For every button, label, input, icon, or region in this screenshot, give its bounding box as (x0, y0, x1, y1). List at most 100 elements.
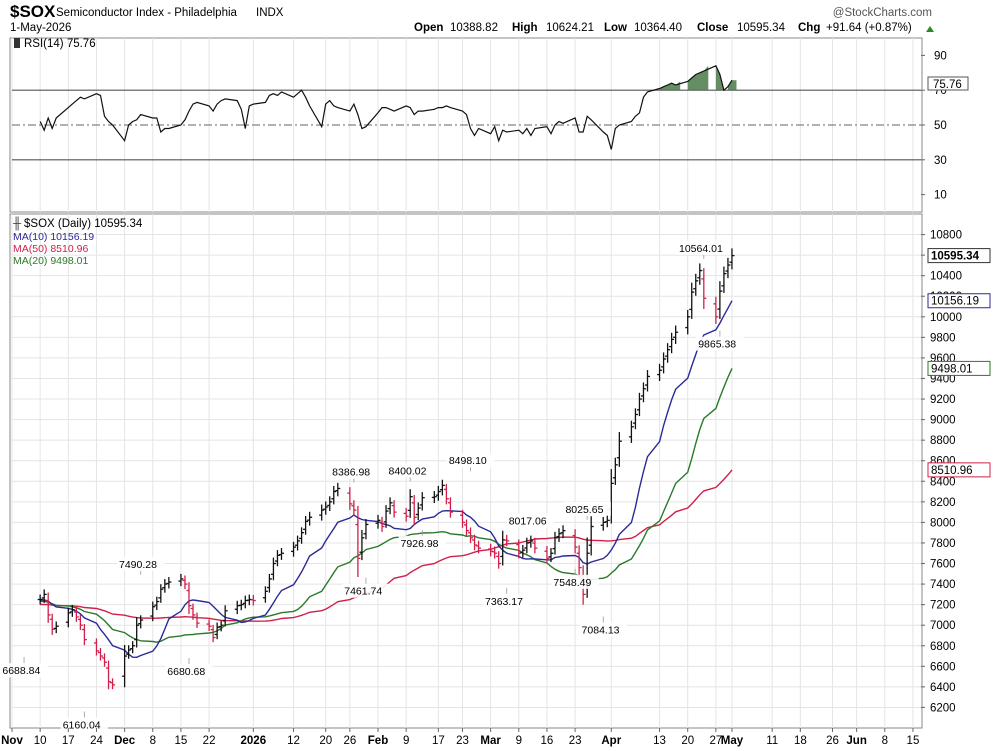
x-tick-label: 10 (34, 735, 47, 747)
ohlc-bar (37, 594, 43, 605)
ohlc-bar (689, 282, 695, 319)
ohlc-bar (661, 352, 667, 374)
x-tick-label: 16 (541, 735, 554, 747)
price-y-tick-label: 7400 (930, 579, 956, 591)
ohlc-bar (158, 584, 164, 603)
rsi-value-tag-text: 75.76 (933, 79, 962, 91)
ohlc-bar (150, 601, 156, 622)
price-value-tags: 10595.34 10156.19 8510.96 9498.01 (927, 248, 991, 478)
ohlc-bar (572, 529, 578, 554)
ohlc-bar (476, 540, 482, 554)
ma10-value-tag: 10156.19 (927, 293, 991, 309)
ohlc-bar (77, 614, 83, 630)
ohlc-bar (419, 492, 425, 511)
x-tick-label: 24 (90, 735, 103, 747)
rsi-legend: RSI(14) 75.76 (14, 38, 96, 50)
low-value: 10364.40 (634, 22, 682, 34)
svg-text:9498.01: 9498.01 (931, 363, 973, 375)
rsi-y-tick-label: 30 (934, 155, 947, 167)
chg-label: Chg (798, 22, 820, 34)
price-y-tick-label: 8000 (930, 517, 956, 529)
annotation-bg (506, 513, 555, 528)
ohlc-bar (447, 497, 453, 518)
price-panel-frame (9, 213, 923, 729)
ohlc-bar (725, 257, 731, 279)
svg-text:10595.34: 10595.34 (931, 251, 980, 263)
x-tick-label: 17 (62, 735, 75, 747)
annotation-bg (677, 240, 731, 255)
ohlc-bar (122, 644, 128, 688)
price-y-tick-label: 6800 (930, 641, 956, 653)
svg-text:10156.19: 10156.19 (931, 296, 979, 308)
price-y-tick-label: 9800 (930, 332, 956, 344)
chart-header: $SOX Semiconductor Index - Philadelphia … (10, 2, 934, 34)
price-annotation: 8025.65 (565, 504, 603, 516)
annotation-bg (398, 535, 446, 550)
rsi-y-tick-label: 10 (934, 190, 947, 202)
stockcharts-credit: @StockCharts.com (833, 7, 932, 19)
ohlc-bar (391, 500, 397, 518)
ohlc-bar (697, 263, 703, 285)
ohlc-bar (472, 534, 478, 551)
price-y-tick-label: 6200 (930, 702, 956, 714)
price-y-tick-label: 9200 (930, 394, 956, 406)
ma20-line (40, 368, 733, 643)
ohlc-bar (548, 548, 554, 563)
x-tick-label: May (721, 735, 744, 747)
ohlc-bar (640, 382, 646, 403)
ohlc-bar (69, 604, 75, 617)
price-annotation: 7926.98 (401, 538, 439, 550)
price-y-tick-label: 7800 (930, 538, 956, 550)
price-annotation: 7490.28 (119, 559, 157, 571)
price-y-tick-label: 8400 (930, 476, 956, 488)
x-tick-label: 8 (882, 735, 888, 747)
ohlc-bar (278, 548, 284, 560)
ma20-legend: MA(20) 9498.01 (13, 255, 88, 267)
x-tick-label: 12 (287, 735, 300, 747)
ohlc-bar (644, 370, 650, 392)
annotation-bg (446, 453, 495, 468)
price-y-tick-label: 9000 (930, 415, 956, 427)
ohlc-bar (516, 539, 522, 559)
open-label: Open (414, 22, 443, 34)
x-tick-label: 23 (456, 735, 469, 747)
ohlc-bar (206, 619, 212, 631)
x-tick-label: Apr (601, 735, 621, 747)
price-annotation: 6688.84 (2, 665, 40, 677)
close-value: 10595.34 (737, 22, 786, 34)
x-tick-label: Dec (114, 735, 136, 747)
ohlc-bar (528, 535, 534, 548)
price-annotation: 7461.74 (344, 586, 382, 598)
ohlc-bar (262, 586, 268, 603)
index-name: Semiconductor Index - Philadelphia (56, 7, 238, 19)
ma50-legend: MA(50) 8510.96 (13, 243, 88, 255)
ohlc-bar (238, 599, 244, 611)
x-tick-label: 20 (681, 735, 694, 747)
ohlc-bar (435, 485, 441, 501)
x-tick-label: 13 (653, 735, 666, 747)
price-annotation: 10564.01 (679, 243, 723, 255)
open-value: 10388.82 (450, 22, 498, 34)
ohlc-bar (636, 392, 642, 417)
price-grid (11, 214, 921, 728)
annotation-bg (483, 593, 531, 608)
ohlc-bar (335, 482, 341, 497)
x-tick-label: 20 (319, 735, 332, 747)
ohlc-bar (53, 621, 59, 634)
x-tick-label: 22 (203, 735, 216, 747)
price-y-tick-label: 10400 (930, 271, 962, 283)
ma10-legend: MA(10) 10156.19 (13, 231, 94, 243)
ohlc-bars (37, 248, 735, 690)
ohlc-bar (411, 494, 417, 526)
ohlc-bar (93, 638, 99, 656)
annotation-bg (696, 336, 744, 351)
ohlc-bar (459, 509, 465, 528)
ohlc-bar (403, 507, 409, 522)
rsi-legend-label: RSI(14) 75.76 (24, 38, 96, 50)
ohlc-bar (492, 546, 498, 559)
ohlc-bar (464, 519, 469, 536)
ohlc-bar (532, 537, 538, 554)
rsi-value-tag: 75.76 (927, 76, 969, 91)
